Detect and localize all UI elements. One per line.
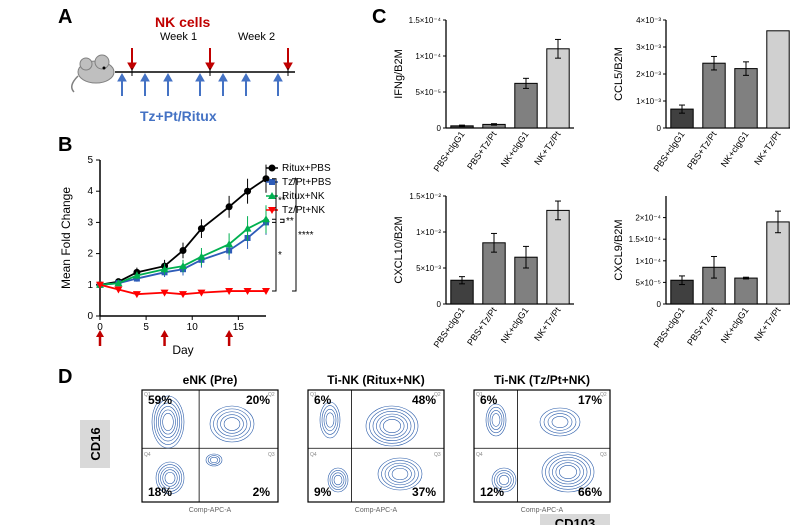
svg-text:1×10⁻³: 1×10⁻³ [636, 97, 661, 106]
svg-text:CXCL10/B2M: CXCL10/B2M [393, 216, 405, 283]
svg-text:NK+Tz/Pt: NK+Tz/Pt [752, 305, 783, 343]
svg-text:**: ** [278, 196, 286, 207]
panel-d-flow: CD16 CD103 eNK (Pre) 59% 20% 18% 2% Q1 Q2 Q3 Q4 Com… [80, 370, 680, 525]
svg-text:CCL5/B2M: CCL5/B2M [613, 47, 625, 101]
svg-text:Q4: Q4 [310, 452, 317, 458]
svg-text:12%: 12% [480, 485, 504, 499]
svg-text:PBS+Tz/Pt: PBS+Tz/Pt [465, 129, 499, 171]
svg-text:Ti-NK (Ritux+NK): Ti-NK (Ritux+NK) [327, 373, 424, 387]
panel-c-charts: 05×10⁻⁵1×10⁻⁴1.5×10⁻⁴IFNg/B2MPBS+clgG1PB… [370, 10, 790, 362]
svg-text:5×10⁻⁵: 5×10⁻⁵ [635, 278, 661, 287]
svg-text:Day: Day [172, 343, 193, 357]
svg-text:5: 5 [87, 155, 93, 166]
svg-text:Q2: Q2 [600, 392, 607, 398]
svg-text:2%: 2% [253, 485, 271, 499]
svg-text:*: * [278, 250, 282, 261]
svg-text:Q2: Q2 [268, 392, 275, 398]
svg-text:2×10⁻⁴: 2×10⁻⁴ [635, 214, 661, 223]
svg-text:15: 15 [233, 322, 245, 333]
svg-text:PBS+clgG1: PBS+clgG1 [652, 129, 687, 173]
svg-text:NK+Tz/Pt: NK+Tz/Pt [752, 129, 783, 167]
svg-text:Comp-APC-A: Comp-APC-A [521, 507, 564, 514]
svg-text:PBS+Tz/Pt: PBS+Tz/Pt [685, 305, 719, 347]
svg-text:Q1: Q1 [310, 392, 317, 398]
svg-text:IFNg/B2M: IFNg/B2M [393, 49, 405, 99]
svg-text:1.5×10⁻⁴: 1.5×10⁻⁴ [629, 235, 662, 244]
svg-text:2×10⁻³: 2×10⁻³ [636, 70, 661, 79]
svg-text:Q4: Q4 [476, 452, 483, 458]
svg-text:Tz/Pt+PBS: Tz/Pt+PBS [282, 177, 332, 188]
svg-text:0: 0 [657, 124, 662, 133]
svg-text:1.5×10⁻²: 1.5×10⁻² [409, 192, 441, 201]
svg-text:20%: 20% [246, 393, 270, 407]
svg-text:1.5×10⁻⁴: 1.5×10⁻⁴ [409, 16, 442, 25]
svg-text:1×10⁻⁴: 1×10⁻⁴ [635, 257, 661, 266]
svg-text:59%: 59% [148, 393, 172, 407]
svg-text:Ritux+PBS: Ritux+PBS [282, 163, 331, 174]
svg-text:Q3: Q3 [268, 452, 275, 458]
svg-text:Mean Fold Change: Mean Fold Change [59, 187, 73, 289]
svg-text:66%: 66% [578, 485, 602, 499]
svg-text:NK+clgG1: NK+clgG1 [499, 129, 531, 169]
treatment-label: Tz+Pt/Ritux [140, 108, 217, 124]
svg-text:eNK (Pre): eNK (Pre) [183, 373, 238, 387]
svg-text:PBS+Tz/Pt: PBS+Tz/Pt [465, 305, 499, 347]
svg-text:****: **** [298, 230, 314, 241]
svg-text:Q2: Q2 [434, 392, 441, 398]
nk-cells-label: NK cells [155, 14, 210, 30]
svg-text:37%: 37% [412, 485, 436, 499]
svg-text:9%: 9% [314, 485, 332, 499]
svg-text:Q3: Q3 [600, 452, 607, 458]
panel-d-label: D [58, 366, 72, 389]
svg-text:Comp-APC-A: Comp-APC-A [189, 507, 232, 514]
svg-text:**: ** [286, 216, 294, 227]
svg-text:Week 1: Week 1 [160, 31, 197, 43]
svg-text:17%: 17% [578, 393, 602, 407]
svg-text:Ti-NK (Tz/Pt+NK): Ti-NK (Tz/Pt+NK) [494, 373, 590, 387]
svg-text:0: 0 [87, 311, 93, 322]
svg-text:2: 2 [87, 249, 93, 260]
svg-text:4: 4 [87, 186, 93, 197]
svg-text:PBS+clgG1: PBS+clgG1 [432, 305, 467, 349]
svg-text:NK+clgG1: NK+clgG1 [719, 129, 751, 169]
svg-text:5×10⁻⁵: 5×10⁻⁵ [415, 88, 441, 97]
svg-text:Comp-APC-A: Comp-APC-A [355, 507, 398, 514]
svg-text:3×10⁻³: 3×10⁻³ [636, 43, 661, 52]
svg-text:CD103: CD103 [555, 516, 595, 525]
svg-text:5: 5 [143, 322, 149, 333]
svg-text:10: 10 [187, 322, 199, 333]
svg-text:48%: 48% [412, 393, 436, 407]
svg-text:0: 0 [437, 124, 442, 133]
svg-text:1×10⁻⁴: 1×10⁻⁴ [415, 52, 441, 61]
svg-text:3: 3 [87, 217, 93, 228]
svg-text:CD16: CD16 [88, 427, 103, 460]
svg-text:PBS+clgG1: PBS+clgG1 [432, 129, 467, 173]
svg-text:18%: 18% [148, 485, 172, 499]
panel-b-chart: 012345051015DayMean Fold ChangeRitux+PBS… [56, 150, 366, 360]
svg-text:PBS+clgG1: PBS+clgG1 [652, 305, 687, 349]
svg-text:Ritux+NK: Ritux+NK [282, 191, 325, 202]
svg-text:Q1: Q1 [144, 392, 151, 398]
svg-text:4×10⁻³: 4×10⁻³ [636, 16, 661, 25]
svg-text:Q3: Q3 [434, 452, 441, 458]
svg-text:5×10⁻³: 5×10⁻³ [416, 264, 441, 273]
svg-text:NK+clgG1: NK+clgG1 [719, 305, 751, 345]
svg-text:0: 0 [437, 300, 442, 309]
svg-text:PBS+Tz/Pt: PBS+Tz/Pt [685, 129, 719, 171]
svg-text:Q4: Q4 [144, 452, 151, 458]
svg-text:NK+clgG1: NK+clgG1 [499, 305, 531, 345]
svg-text:Week 2: Week 2 [238, 31, 275, 43]
svg-text:1: 1 [87, 280, 93, 291]
svg-text:CXCL9/B2M: CXCL9/B2M [613, 219, 625, 280]
svg-text:1×10⁻²: 1×10⁻² [416, 228, 441, 237]
svg-text:Tz/Pt+NK: Tz/Pt+NK [282, 205, 325, 216]
svg-text:Q1: Q1 [476, 392, 483, 398]
svg-text:0: 0 [657, 300, 662, 309]
svg-text:NK+Tz/Pt: NK+Tz/Pt [532, 305, 563, 343]
panel-a-schematic: Week 1 Week 2 [60, 18, 310, 118]
svg-text:NK+Tz/Pt: NK+Tz/Pt [532, 129, 563, 167]
